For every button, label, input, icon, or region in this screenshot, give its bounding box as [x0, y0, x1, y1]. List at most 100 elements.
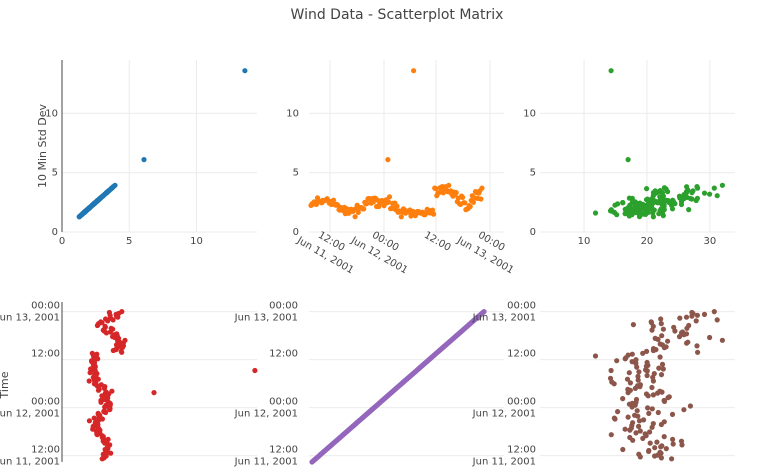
- data-point: [647, 429, 653, 435]
- data-point: [611, 415, 618, 421]
- data-point: [629, 212, 635, 218]
- data-point: [625, 414, 631, 420]
- tick-label: 00:00: [507, 301, 536, 312]
- data-point: [650, 421, 656, 427]
- data-point: [640, 350, 646, 356]
- data-point: [694, 195, 701, 201]
- data-point: [462, 200, 468, 206]
- data-point: [647, 440, 653, 446]
- data-point: [658, 206, 664, 212]
- data-point: [685, 339, 691, 345]
- data-point: [635, 373, 641, 379]
- data-point: [693, 318, 699, 324]
- data-point: [694, 184, 700, 190]
- data-point: [670, 441, 676, 447]
- tick-label: 0: [59, 236, 65, 247]
- data-point: [96, 196, 102, 202]
- data-point: [636, 369, 642, 375]
- data-point: [108, 325, 114, 331]
- tick-label: Jun 13, 2001: [472, 313, 536, 324]
- data-point: [655, 409, 661, 416]
- tick-label: Jun 13, 2001: [0, 313, 60, 324]
- data-point: [467, 204, 473, 210]
- tick-label: 00:00: [31, 301, 60, 312]
- chart-title: Wind Data - Scatterplot Matrix: [291, 7, 504, 23]
- data-point: [644, 359, 650, 366]
- data-point: [95, 410, 101, 416]
- data-point: [658, 321, 664, 327]
- data-point: [711, 309, 717, 315]
- data-point: [687, 403, 694, 409]
- data-point: [636, 423, 642, 429]
- tick-label: 10: [286, 108, 299, 119]
- data-point: [630, 420, 636, 426]
- data-point: [640, 211, 646, 217]
- data-point: [657, 449, 663, 455]
- data-point: [690, 188, 696, 194]
- data-point: [608, 367, 614, 374]
- data-point: [661, 419, 667, 425]
- data-point: [637, 428, 643, 434]
- data-point: [478, 196, 484, 202]
- data-point: [355, 209, 361, 215]
- data-point: [103, 316, 109, 322]
- data-point: [385, 199, 391, 205]
- data-point: [669, 456, 675, 462]
- data-point: [627, 434, 633, 441]
- data-point: [101, 408, 107, 414]
- data-point: [151, 390, 157, 396]
- data-point: [648, 204, 654, 210]
- data-point: [433, 186, 439, 192]
- data-point: [665, 189, 671, 195]
- data-point: [620, 199, 626, 206]
- data-point: [637, 382, 644, 388]
- data-point: [632, 200, 639, 206]
- data-point: [670, 436, 676, 442]
- data-point: [453, 190, 459, 196]
- data-point: [94, 351, 100, 357]
- tick-label: 30: [703, 236, 716, 247]
- data-point: [429, 207, 436, 213]
- data-point: [608, 68, 614, 74]
- data-point: [658, 199, 664, 205]
- data-point: [665, 338, 671, 344]
- data-point: [633, 357, 639, 363]
- data-point: [141, 157, 147, 163]
- data-point: [701, 190, 708, 196]
- data-point: [614, 358, 620, 364]
- data-point: [109, 388, 115, 394]
- data-point: [361, 206, 367, 212]
- data-point: [381, 203, 387, 209]
- data-point: [635, 377, 641, 383]
- data-point: [646, 410, 652, 416]
- data-point: [645, 405, 651, 411]
- data-point: [678, 438, 685, 444]
- data-point: [398, 214, 404, 220]
- data-point: [644, 348, 650, 354]
- data-point: [615, 409, 621, 415]
- data-point: [102, 323, 108, 329]
- data-point: [683, 189, 690, 195]
- data-point: [642, 431, 648, 437]
- tick-label: 0: [293, 227, 299, 238]
- data-point: [656, 365, 662, 371]
- tick-label: 5: [530, 168, 536, 179]
- data-point: [620, 446, 626, 453]
- data-point: [592, 353, 599, 359]
- data-point: [659, 361, 666, 367]
- data-point: [114, 331, 120, 337]
- data-point: [650, 346, 657, 352]
- data-point: [666, 200, 672, 206]
- data-point: [615, 201, 621, 207]
- data-point: [679, 329, 686, 335]
- tick-label: Jun 12, 2001: [0, 409, 60, 420]
- data-point: [643, 391, 650, 397]
- tick-label: 10: [523, 108, 536, 119]
- data-point: [660, 193, 667, 199]
- data-point: [686, 207, 692, 213]
- y-axis-label: 10 Min Std Dev: [36, 103, 49, 188]
- data-point: [719, 337, 726, 343]
- data-point: [629, 351, 635, 357]
- data-point: [636, 451, 642, 457]
